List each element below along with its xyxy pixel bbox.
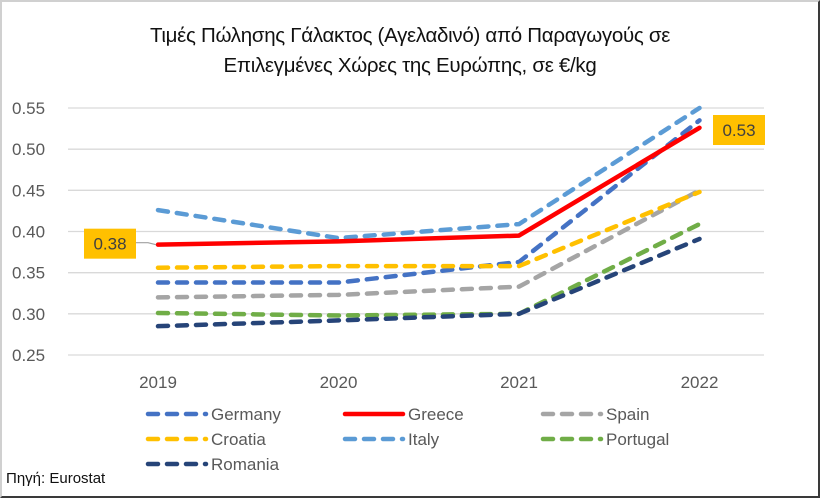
legend-label: Portugal (606, 430, 669, 449)
legend-item-germany: Germany (145, 405, 281, 424)
x-tick-label: 2019 (139, 373, 177, 392)
legend-item-romania: Romania (145, 455, 280, 474)
y-tick-label: 0.40 (12, 223, 45, 242)
x-tick-label: 2021 (500, 373, 538, 392)
series-line-croatia (155, 189, 702, 270)
series-line-greece (155, 125, 702, 247)
y-axis-ticks: 0.25 0.30 0.35 0.40 0.45 0.50 0.55 (12, 99, 45, 365)
data-label-2022: 0.53 (722, 121, 755, 140)
legend-label: Greece (408, 405, 464, 424)
series-line-spain (155, 188, 702, 300)
chart-title-line-2: Επιλεγμένες Χώρες της Ευρώπης, σε €/kg (223, 54, 597, 77)
legend-item-italy: Italy (342, 430, 440, 449)
series-lines (155, 105, 702, 329)
legend-item-croatia: Croatia (145, 430, 266, 449)
x-tick-label: 2020 (320, 373, 358, 392)
legend-item-portugal: Portugal (540, 430, 669, 449)
legend-label: Croatia (211, 430, 266, 449)
series-line-romania (155, 236, 702, 329)
source-note: Πηγή: Eurostat (6, 470, 106, 487)
x-tick-label: 2022 (681, 373, 719, 392)
series-line-germany (155, 118, 702, 285)
legend-label: Germany (211, 405, 281, 424)
y-tick-label: 0.30 (12, 305, 45, 324)
y-tick-label: 0.25 (12, 346, 45, 365)
legend-item-greece: Greece (342, 405, 464, 424)
data-label-box (84, 228, 136, 259)
legend-label: Spain (606, 405, 649, 424)
data-label-2019: 0.38 (93, 235, 126, 254)
legend-item-spain: Spain (540, 405, 649, 424)
data-label-leader (136, 242, 157, 246)
legend-label: Italy (408, 430, 440, 449)
chart-title-line-1: Τιμές Πώλησης Γάλακτος (Αγελαδινό) από Π… (149, 24, 671, 47)
series-line-portugal (155, 221, 702, 318)
data-labels: 0.38 0.53 (84, 115, 765, 259)
y-tick-label: 0.35 (12, 264, 45, 283)
x-axis-ticks: 2019 2020 2021 2022 (139, 373, 718, 392)
legend-label: Romania (211, 455, 280, 474)
y-tick-label: 0.55 (12, 99, 45, 118)
data-label-box (713, 115, 765, 145)
y-tick-label: 0.45 (12, 181, 45, 200)
y-tick-label: 0.50 (12, 140, 45, 159)
legend: Germany Greece Spain Croatia Italy Portugal Ro… (145, 405, 669, 474)
series-line-italy (155, 105, 702, 241)
